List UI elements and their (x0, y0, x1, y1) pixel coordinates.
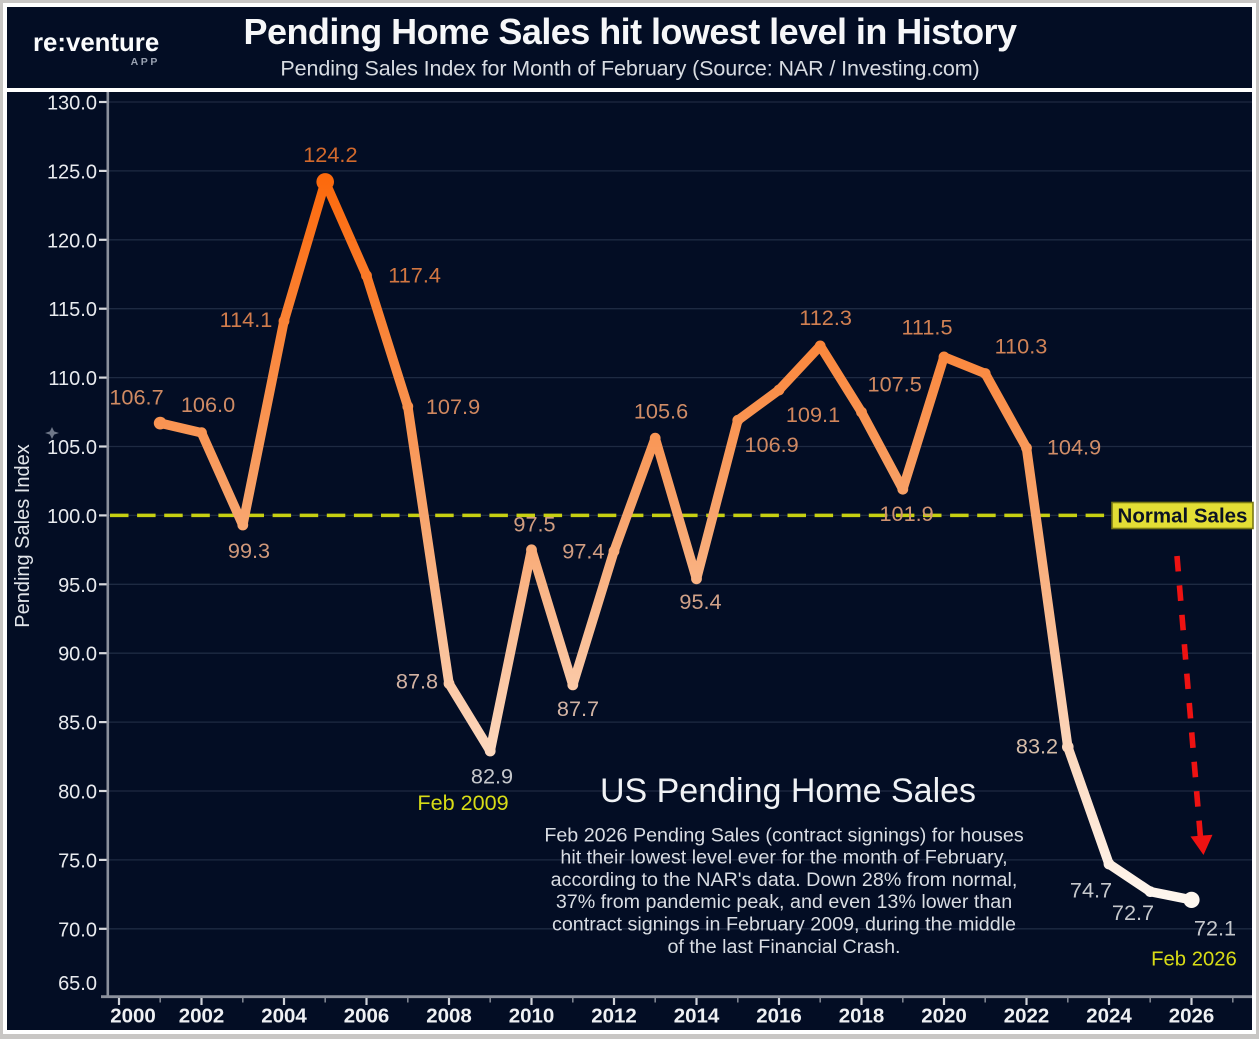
svg-text:2016: 2016 (756, 1005, 802, 1028)
svg-text:125.0: 125.0 (47, 161, 97, 183)
svg-text:111.5: 111.5 (901, 315, 952, 340)
svg-text:re:venture: re:venture (33, 29, 159, 57)
svg-text:107.9: 107.9 (426, 394, 480, 419)
svg-text:120.0: 120.0 (47, 230, 97, 252)
svg-text:124.2: 124.2 (303, 142, 357, 167)
svg-text:2026: 2026 (1169, 1005, 1215, 1028)
svg-text:99.3: 99.3 (228, 538, 270, 563)
svg-text:105.6: 105.6 (634, 399, 688, 424)
svg-text:112.3: 112.3 (799, 305, 852, 330)
svg-text:101.9: 101.9 (879, 501, 933, 526)
svg-text:of the last Financial Crash.: of the last Financial Crash. (667, 936, 900, 958)
svg-text:Feb 2026: Feb 2026 (1151, 949, 1237, 971)
svg-text:95.4: 95.4 (679, 589, 721, 614)
svg-text:72.1: 72.1 (1194, 915, 1236, 940)
svg-text:106.7: 106.7 (109, 384, 163, 409)
svg-text:90.0: 90.0 (58, 644, 97, 666)
svg-text:according to the NAR's data. D: according to the NAR's data. Down 28% fr… (551, 869, 1018, 891)
svg-text:2012: 2012 (591, 1005, 637, 1028)
svg-text:87.7: 87.7 (557, 696, 599, 721)
svg-text:Normal Sales: Normal Sales (1118, 505, 1248, 528)
svg-text:110.0: 110.0 (48, 368, 97, 390)
svg-text:114.1: 114.1 (220, 307, 273, 332)
svg-text:83.2: 83.2 (1016, 733, 1058, 758)
svg-text:117.4: 117.4 (388, 263, 441, 288)
svg-text:2014: 2014 (674, 1005, 720, 1028)
svg-text:2018: 2018 (839, 1005, 885, 1028)
svg-text:Feb 2026 Pending Sales (contra: Feb 2026 Pending Sales (contract signing… (544, 824, 1024, 846)
svg-text:APP: APP (131, 56, 160, 68)
svg-text:109.1: 109.1 (786, 402, 840, 427)
svg-text:Pending Sales Index for Month: Pending Sales Index for Month of Februar… (280, 57, 979, 81)
svg-text:2008: 2008 (426, 1005, 472, 1028)
svg-text:115.0: 115.0 (48, 299, 97, 321)
svg-text:110.3: 110.3 (995, 334, 1048, 359)
svg-text:2002: 2002 (179, 1005, 225, 1028)
svg-text:87.8: 87.8 (396, 669, 438, 694)
svg-text:74.7: 74.7 (1070, 878, 1112, 903)
svg-text:72.7: 72.7 (1112, 900, 1154, 925)
svg-text:65.0: 65.0 (58, 973, 97, 995)
svg-text:70.0: 70.0 (58, 919, 97, 941)
svg-text:37% from pandemic peak, and ev: 37% from pandemic peak, and even 13% low… (556, 891, 1012, 913)
svg-text:2020: 2020 (921, 1005, 967, 1028)
svg-text:105.0: 105.0 (47, 437, 97, 459)
svg-text:Pending Home Sales hit lowest: Pending Home Sales hit lowest level in H… (244, 11, 1017, 52)
svg-text:107.5: 107.5 (868, 372, 922, 397)
svg-text:2010: 2010 (509, 1005, 555, 1028)
svg-text:2000: 2000 (110, 1005, 156, 1028)
svg-text:80.0: 80.0 (58, 782, 97, 804)
svg-text:hit their lowest level ever fo: hit their lowest level ever for the mont… (560, 847, 1007, 869)
svg-text:100.0: 100.0 (47, 506, 97, 528)
svg-text:97.5: 97.5 (513, 512, 555, 537)
svg-text:75.0: 75.0 (58, 850, 97, 872)
svg-text:Pending Sales Index: Pending Sales Index (12, 444, 34, 627)
svg-text:2006: 2006 (344, 1005, 390, 1028)
svg-text:US Pending Home Sales: US Pending Home Sales (600, 772, 976, 810)
svg-text:85.0: 85.0 (58, 713, 97, 735)
svg-text:2022: 2022 (1004, 1005, 1050, 1028)
svg-text:contract signings in February: contract signings in February 2009, duri… (552, 914, 1016, 936)
svg-text:95.0: 95.0 (58, 575, 97, 597)
svg-text:106.9: 106.9 (744, 432, 798, 457)
svg-text:2004: 2004 (261, 1005, 307, 1028)
svg-text:106.0: 106.0 (181, 392, 235, 417)
svg-text:Feb 2009: Feb 2009 (417, 790, 508, 815)
svg-text:82.9: 82.9 (471, 764, 513, 789)
svg-text:2024: 2024 (1086, 1005, 1132, 1028)
svg-text:104.9: 104.9 (1047, 435, 1101, 460)
svg-text:97.4: 97.4 (562, 539, 604, 564)
svg-text:130.0: 130.0 (47, 93, 97, 115)
